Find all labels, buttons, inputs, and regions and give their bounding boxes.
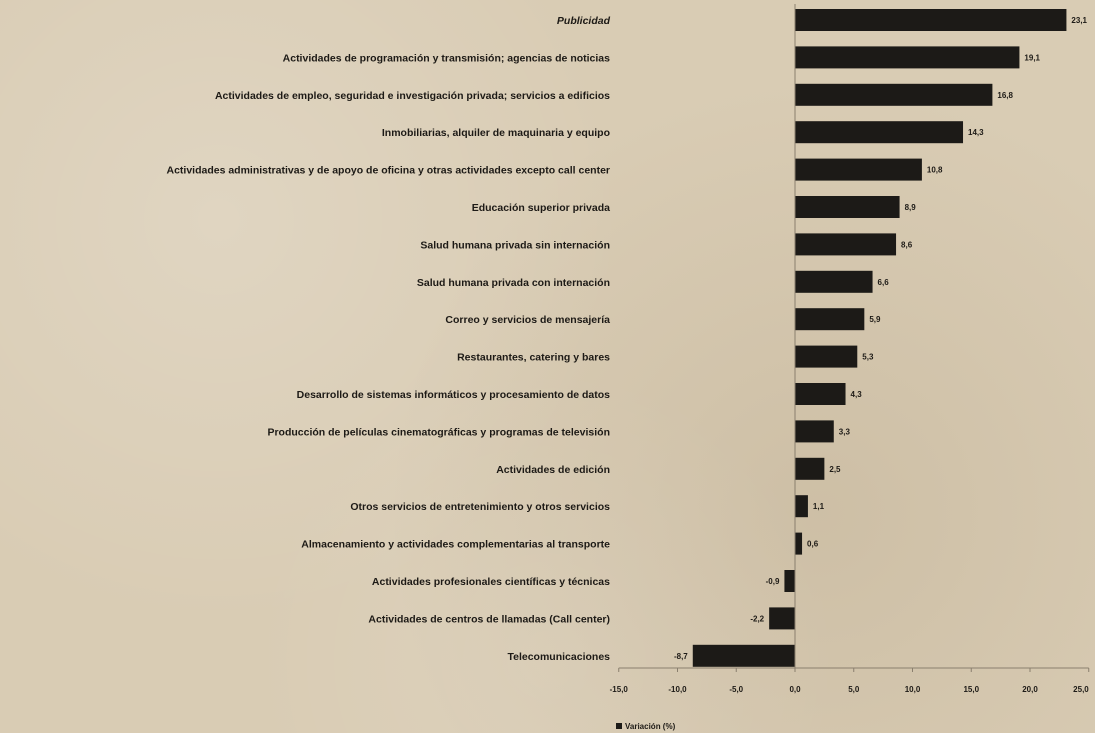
bar	[795, 270, 873, 293]
legend-swatch	[616, 723, 622, 729]
value-label: -0,9	[766, 577, 780, 586]
tick-label: -15,0	[610, 685, 629, 694]
bar	[795, 233, 897, 256]
tick-label: -10,0	[668, 685, 687, 694]
category-label: Salud humana privada con internación	[417, 277, 610, 289]
bar	[795, 46, 1020, 69]
bar	[795, 158, 922, 181]
x-axis: -15,0 -10,0 -5,0 0,0 5,0 10,0 15,0 20,0 25,0	[610, 4, 1089, 694]
category-label: Inmobiliarias, alquiler de maquinaria y …	[382, 127, 610, 139]
value-label: 6,6	[878, 278, 890, 287]
tick-label: 5,0	[848, 685, 860, 694]
value-label: -8,7	[674, 652, 688, 661]
value-label: 2,5	[829, 465, 841, 474]
legend: Variación (%)	[616, 722, 676, 731]
bar	[795, 83, 993, 106]
category-label: Salud humana privada sin internación	[420, 239, 610, 251]
category-labels: Publicidad Actividades de programación y …	[166, 15, 610, 663]
category-label: Publicidad	[557, 15, 611, 27]
category-label: Actividades de programación y transmisió…	[283, 52, 611, 64]
bar	[795, 121, 964, 144]
category-label: Correo y servicios de mensajería	[445, 314, 610, 326]
category-label: Almacenamiento y actividades complementa…	[301, 539, 610, 551]
bar	[795, 383, 846, 405]
value-label: 8,6	[901, 240, 913, 249]
value-label: 1,1	[813, 502, 825, 511]
value-label: 8,9	[905, 203, 917, 212]
value-label: 19,1	[1024, 53, 1040, 62]
bar	[795, 196, 900, 218]
bar	[795, 9, 1067, 31]
bar	[769, 607, 795, 630]
category-label: Actividades de empleo, seguridad e inves…	[215, 90, 610, 102]
tick-label: 15,0	[963, 685, 979, 694]
bar	[692, 644, 795, 667]
value-label: 10,8	[927, 166, 943, 175]
value-label: 4,3	[851, 390, 863, 399]
category-label: Educación superior privada	[472, 202, 610, 214]
category-label: Restaurantes, catering y bares	[457, 352, 610, 364]
value-label: 16,8	[997, 91, 1013, 100]
value-label: 23,1	[1071, 16, 1087, 25]
bar	[784, 570, 795, 592]
category-label: Otros servicios de entretenimiento y otr…	[350, 501, 610, 513]
category-label: Desarrollo de sistemas informáticos y pr…	[297, 389, 611, 401]
tick-label: -5,0	[729, 685, 743, 694]
tick-label: 0,0	[789, 685, 801, 694]
category-label: Producción de películas cinematográficas…	[267, 426, 610, 438]
bar	[795, 495, 808, 518]
bar	[795, 345, 858, 368]
value-label: 5,9	[869, 315, 881, 324]
value-label: 0,6	[807, 540, 819, 549]
category-label: Actividades de centros de llamadas (Call…	[368, 613, 610, 625]
legend-label: Variación (%)	[625, 722, 676, 731]
value-label: -2,2	[750, 614, 764, 623]
tick-label: 10,0	[905, 685, 921, 694]
bar	[795, 532, 803, 555]
tick-label: 20,0	[1022, 685, 1038, 694]
category-label: Telecomunicaciones	[507, 651, 610, 663]
bar	[795, 420, 834, 443]
bar	[795, 457, 825, 480]
bars-group	[692, 9, 1067, 667]
bar	[795, 308, 865, 331]
category-label: Actividades administrativas y de apoyo d…	[166, 165, 610, 177]
value-label: 5,3	[862, 353, 874, 362]
value-label: 3,3	[839, 427, 851, 436]
value-label: 14,3	[968, 128, 984, 137]
tick-label: 25,0	[1073, 685, 1089, 694]
category-label: Actividades de edición	[496, 464, 610, 476]
value-labels: 23,1 19,1 16,8 14,3 10,8 8,9 8,6 6,6 5,9 5,3 4,3 3,…	[674, 16, 1088, 661]
category-label: Actividades profesionales científicas y …	[372, 576, 610, 588]
